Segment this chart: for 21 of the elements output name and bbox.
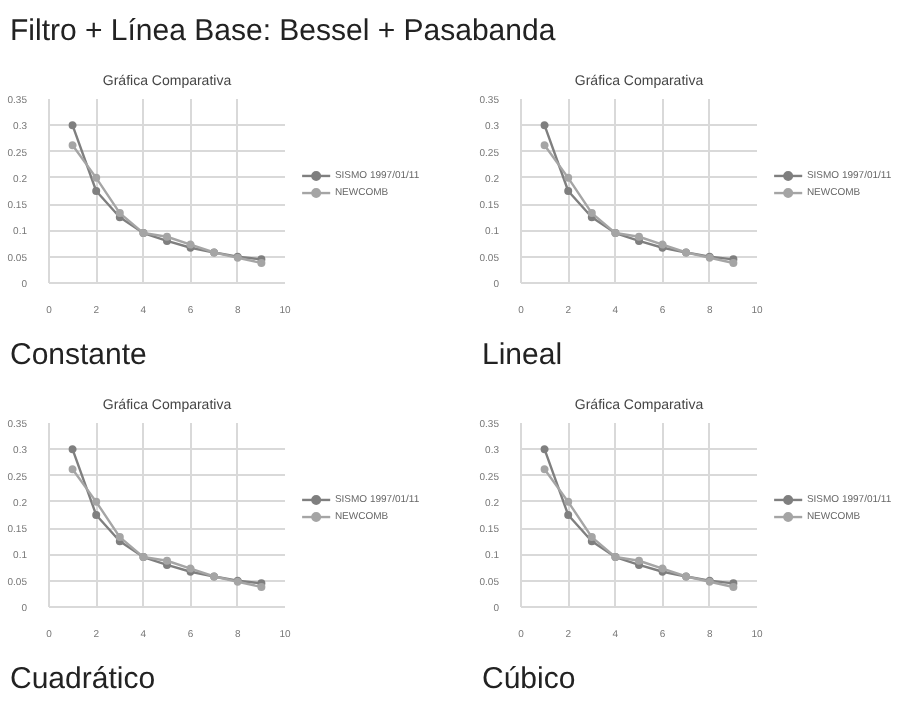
- point: [68, 141, 77, 150]
- point: [92, 497, 101, 506]
- text: Cuadrático: [10, 660, 156, 700]
- text: Lineal: [482, 336, 563, 376]
- point: [564, 497, 573, 506]
- text: Cúbico: [482, 660, 576, 700]
- point: [68, 445, 77, 454]
- point: [68, 121, 77, 130]
- point: [540, 445, 549, 454]
- point: [540, 465, 549, 474]
- point: [540, 141, 549, 150]
- point: [92, 173, 101, 182]
- point: [92, 511, 101, 519]
- point: [564, 187, 573, 195]
- text: Filtro + Línea Base: Bessel + Pasabanda: [10, 12, 556, 52]
- point: [564, 511, 573, 519]
- point: [92, 187, 101, 195]
- text: Constante: [10, 336, 147, 376]
- point: [540, 121, 549, 130]
- point: [564, 173, 573, 182]
- point: [68, 465, 77, 474]
